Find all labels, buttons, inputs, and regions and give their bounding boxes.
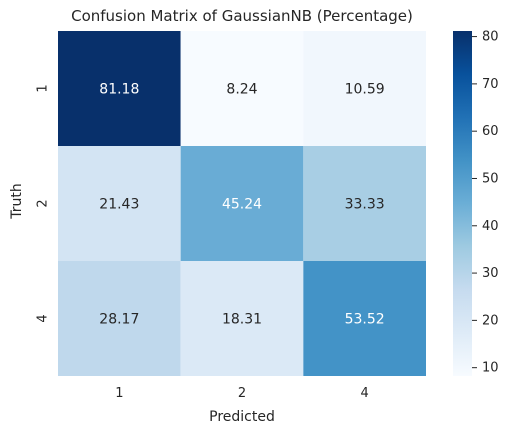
x-tick-label-2: 2 xyxy=(238,386,246,401)
colorbar-tick-label-30: 30 xyxy=(482,266,499,281)
y-tick-label-4: 4 xyxy=(36,314,51,322)
heatmap-cell-2-2 xyxy=(180,146,304,261)
heatmap-cell-4-4 xyxy=(303,261,426,376)
heatmap-cell-1-2 xyxy=(180,31,304,146)
colorbar-tick-label-40: 40 xyxy=(482,219,499,234)
heatmap-value-1-4: 10.59 xyxy=(345,82,385,98)
y-axis-label: Truth xyxy=(9,183,25,220)
heatmap-cell-1-1 xyxy=(58,31,181,146)
colorbar-tick-label-20: 20 xyxy=(482,313,499,328)
y-axis-ticks: 1 2 4 xyxy=(36,84,51,322)
colorbar-tick-label-10: 10 xyxy=(482,361,499,376)
heatmap-value-2-4: 33.33 xyxy=(345,197,385,213)
x-axis-label: Predicted xyxy=(209,409,275,425)
colorbar-tick-label-60: 60 xyxy=(482,124,499,139)
x-axis-ticks: 1 2 4 xyxy=(115,386,369,401)
heatmap-cell-2-4 xyxy=(303,146,426,261)
heatmap-value-2-2: 45.24 xyxy=(222,197,262,213)
x-tick-label-4: 4 xyxy=(361,386,369,401)
heatmap-value-4-4: 53.52 xyxy=(345,312,385,328)
heatmap-cell-4-1 xyxy=(58,261,181,376)
colorbar-tick-label-80: 80 xyxy=(482,30,499,45)
heatmap-cell-1-4 xyxy=(303,31,426,146)
heatmap-value-1-1: 81.18 xyxy=(99,82,139,98)
chart-title: Confusion Matrix of GaussianNB (Percenta… xyxy=(71,7,413,25)
colorbar xyxy=(453,31,472,376)
colorbar-tick-label-50: 50 xyxy=(482,171,499,186)
y-tick-label-2: 2 xyxy=(36,199,51,207)
heatmap-grid: 81.18 8.24 10.59 21.43 45.24 33.33 28.17 18.31 5… xyxy=(58,31,426,376)
colorbar-ticks: 10 20 30 40 50 60 70 80 xyxy=(472,30,499,376)
x-tick-label-1: 1 xyxy=(115,386,123,401)
heatmap-value-1-2: 8.24 xyxy=(226,82,257,98)
colorbar-tick-label-70: 70 xyxy=(482,77,499,92)
heatmap-value-2-1: 21.43 xyxy=(99,197,139,213)
heatmap-value-4-1: 28.17 xyxy=(99,312,139,328)
heatmap-cell-4-2 xyxy=(180,261,304,376)
heatmap-cell-2-1 xyxy=(58,146,181,261)
y-tick-label-1: 1 xyxy=(36,84,51,92)
heatmap-value-4-2: 18.31 xyxy=(222,312,262,328)
